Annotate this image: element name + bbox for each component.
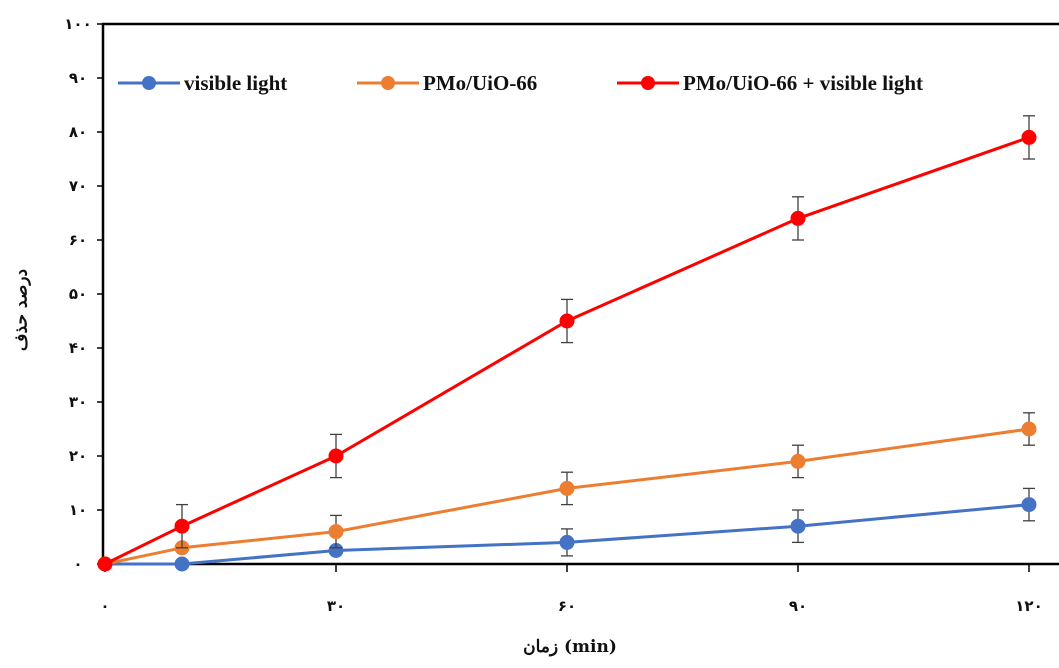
y-tick-label: ۴۰ [69, 339, 87, 357]
y-tick-label: ۰ [73, 555, 82, 573]
y-tick-label: ۲۰ [69, 447, 87, 465]
y-axis: ۰ ۱۰ ۲۰ ۳۰ ۴۰ ۵۰ ۶۰ ۷۰ ۸۰ ۹۰ ۱۰۰ [64, 15, 103, 573]
x-axis: ۰ ۳۰ ۶۰ ۹۰ ۱۲۰ [100, 564, 1043, 615]
series-line [104, 427, 1030, 566]
data-point [559, 534, 575, 550]
y-tick-label: ۸۰ [69, 123, 87, 141]
legend-label: PMo/UiO-66 + visible light [683, 71, 923, 95]
data-point [1021, 129, 1037, 145]
y-tick-label: ۶۰ [69, 231, 87, 249]
data-point [790, 210, 806, 226]
series-layer [97, 115, 1037, 572]
data-point [328, 448, 344, 464]
plot-frame [101, 22, 1059, 566]
data-point [1021, 497, 1037, 513]
series-line [104, 135, 1030, 566]
x-tick-label: ۹۰ [789, 597, 807, 615]
x-tick-label: ۰ [100, 597, 109, 615]
y-tick-label: ۱۰۰ [64, 15, 91, 33]
series-2 [97, 115, 1037, 572]
series-line [105, 503, 1030, 566]
data-point [328, 524, 344, 540]
x-tick-label: ۶۰ [558, 597, 576, 615]
data-point [559, 313, 575, 329]
legend-label: PMo/UiO-66 [423, 71, 537, 95]
x-tick-label: ۱۲۰ [1015, 597, 1042, 615]
legend-item-2: PMo/UiO-66 + visible light [617, 71, 923, 95]
legend: visible light PMo/UiO-66 PMo/UiO-66 + visi… [118, 71, 923, 95]
x-axis-title: زمان (min) [523, 637, 617, 657]
legend-marker [142, 76, 156, 90]
data-point [790, 453, 806, 469]
legend-marker [381, 76, 395, 90]
legend-item-0: visible light [118, 71, 287, 95]
y-axis-title: درصد حذف [12, 269, 32, 351]
data-point [790, 518, 806, 534]
data-point [174, 556, 190, 572]
legend-marker [641, 76, 655, 90]
y-tick-label: ۳۰ [69, 393, 87, 411]
legend-label: visible light [184, 71, 287, 95]
y-tick-label: ۷۰ [69, 177, 87, 195]
y-tick-label: ۵۰ [69, 285, 87, 303]
data-point [1021, 421, 1037, 437]
y-tick-label: ۹۰ [69, 69, 87, 87]
x-tick-label: ۳۰ [327, 597, 345, 615]
data-point [97, 556, 113, 572]
legend-item-1: PMo/UiO-66 [357, 71, 537, 95]
y-tick-label: ۱۰ [69, 501, 87, 519]
data-point [174, 518, 190, 534]
data-point [559, 480, 575, 496]
